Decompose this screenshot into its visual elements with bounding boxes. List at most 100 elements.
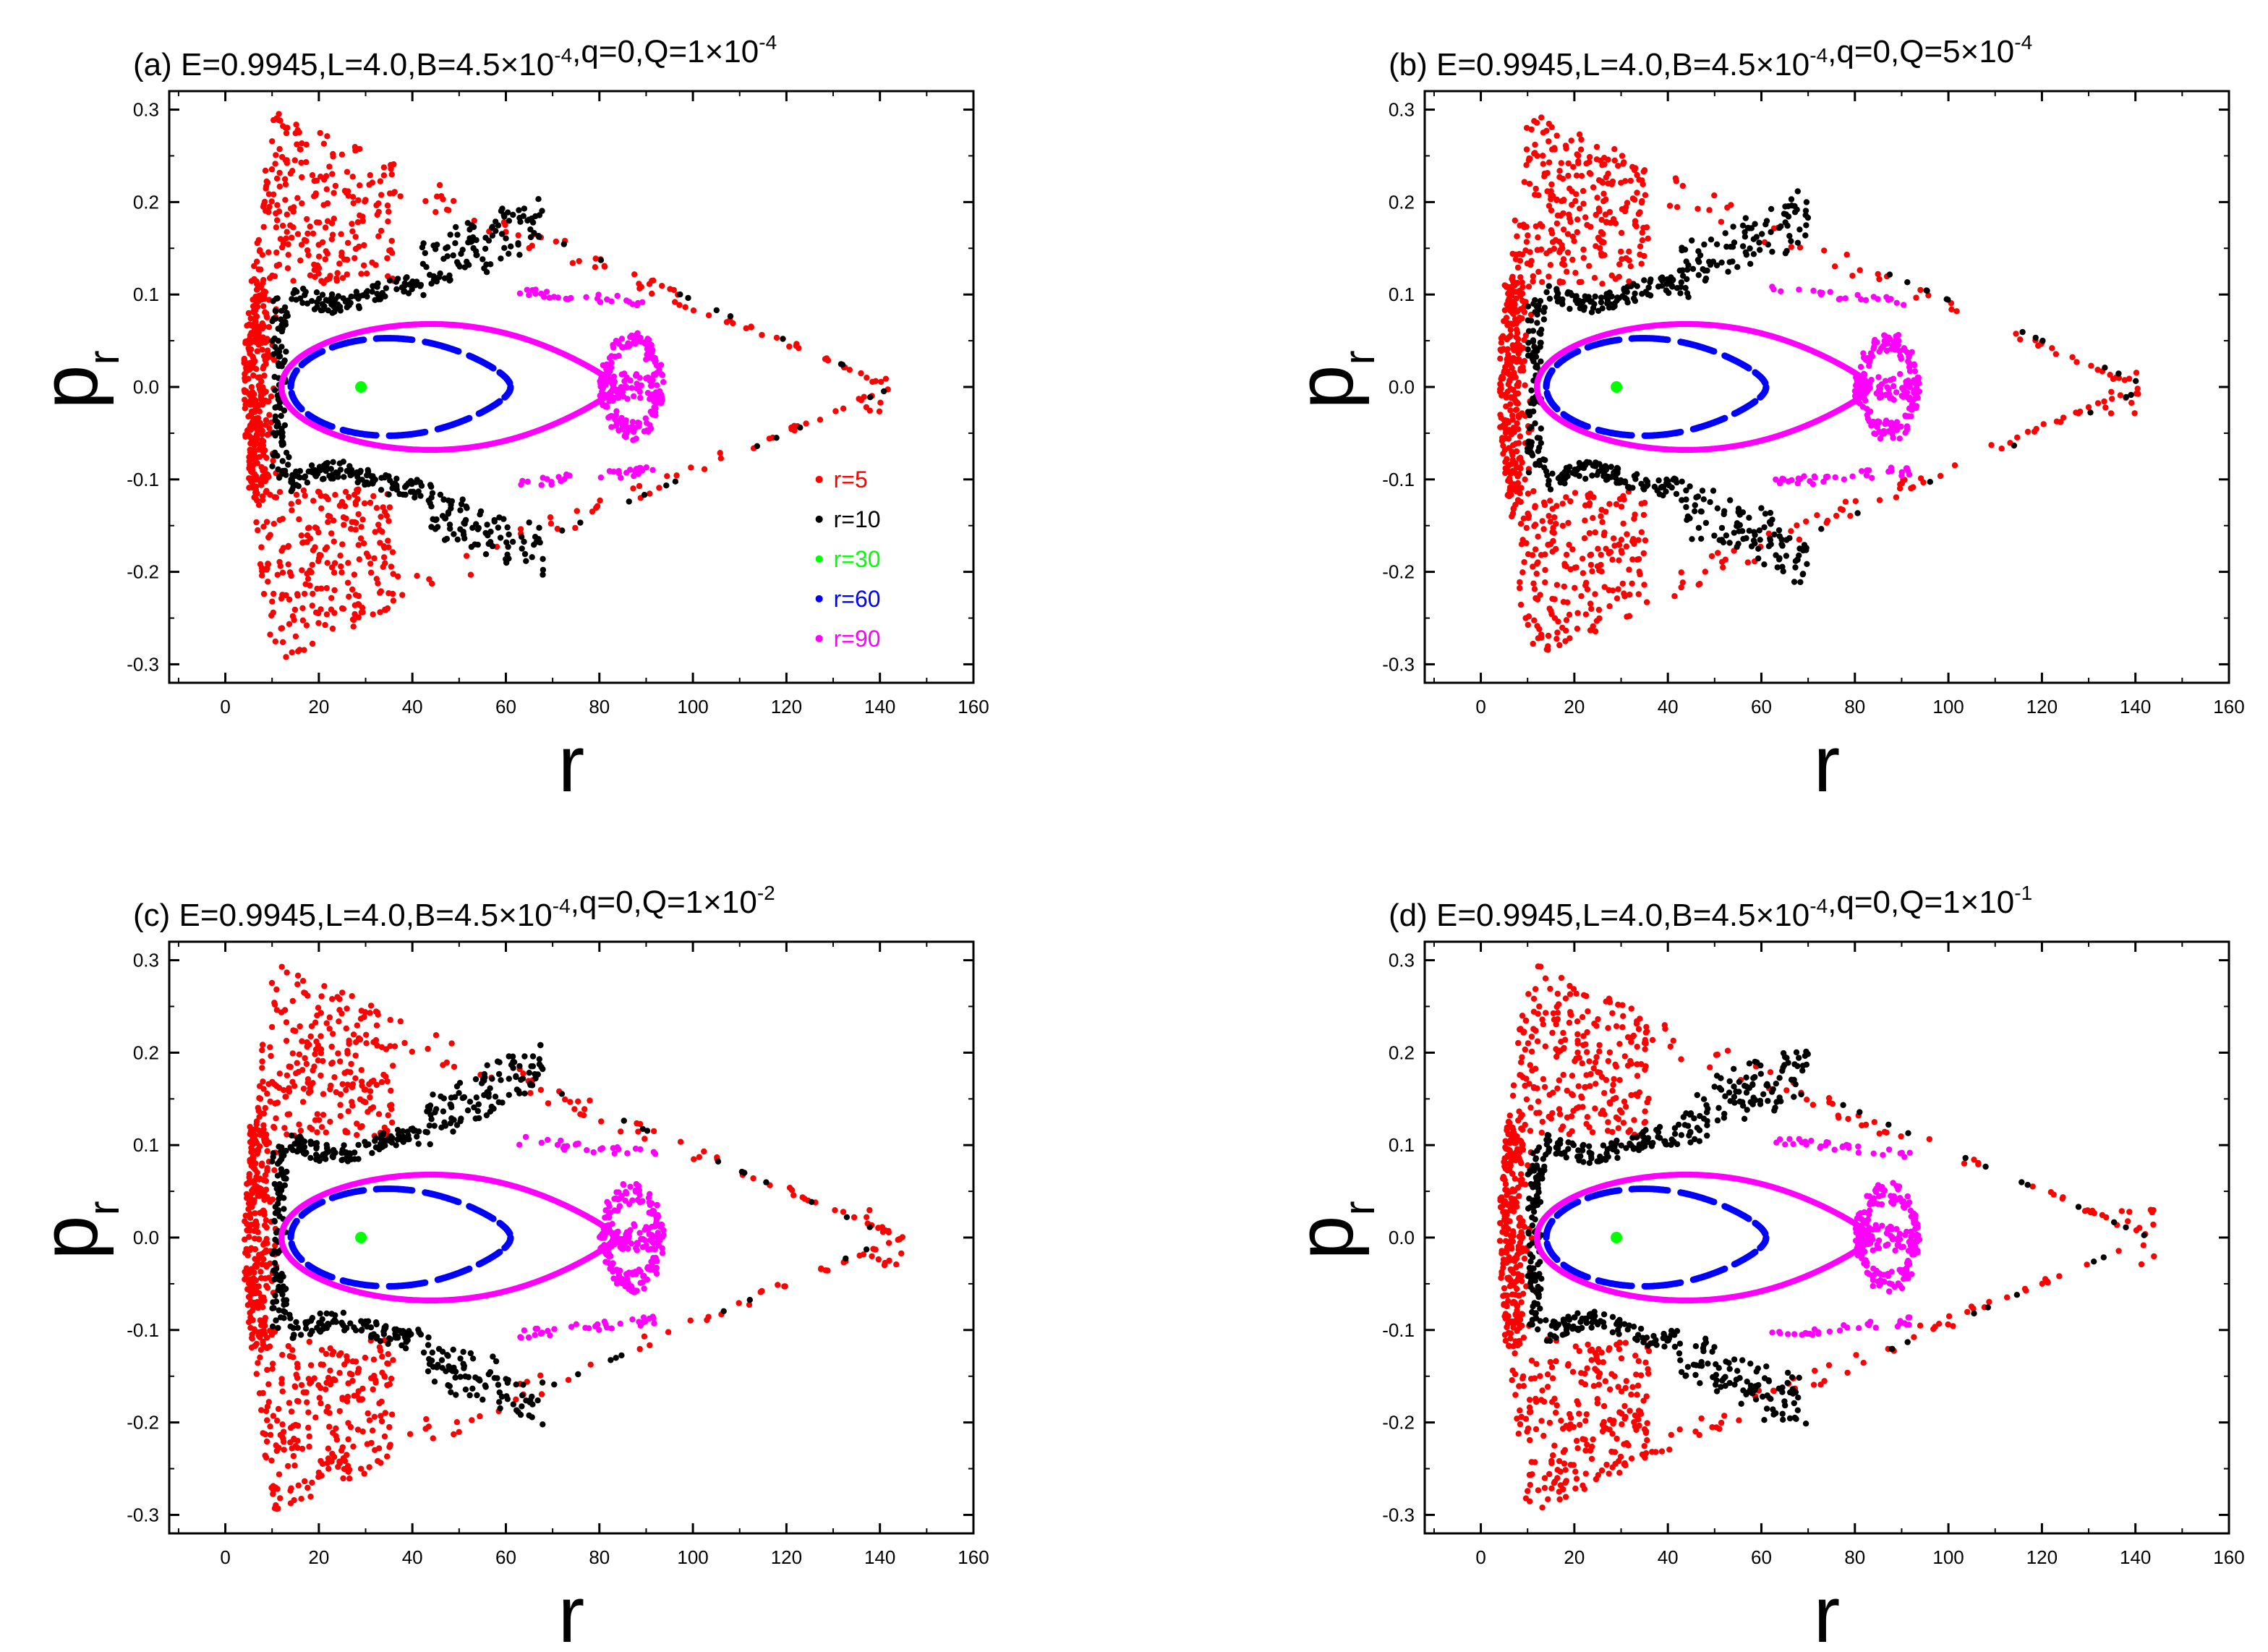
point-r5 (349, 616, 357, 623)
point-r5 (2088, 362, 2094, 369)
x-tick-label: 100 (677, 696, 708, 718)
point-r10 (498, 231, 506, 237)
point-r5 (298, 159, 304, 166)
point-r5 (1666, 203, 1674, 209)
point-r5 (278, 625, 286, 631)
point-r5 (349, 221, 355, 227)
point-r5 (2109, 396, 2115, 402)
point-r5 (328, 606, 335, 613)
point-r5 (1575, 152, 1582, 159)
point-r5 (378, 227, 385, 234)
point-r5 (1629, 163, 1636, 170)
point-r90 (631, 428, 637, 435)
point-r10 (754, 443, 761, 449)
point-r5 (1823, 519, 1830, 526)
point-r5 (315, 610, 322, 617)
point-r5 (247, 315, 254, 322)
point-r10 (372, 283, 378, 289)
point-r10 (1565, 289, 1572, 296)
point-r5 (436, 182, 443, 189)
point-r90 (652, 371, 659, 378)
point-r10 (1546, 295, 1553, 302)
point-r5 (817, 417, 824, 423)
point-r90 (555, 294, 561, 301)
point-r10 (1608, 293, 1615, 300)
point-r5 (361, 500, 368, 507)
point-r5 (260, 524, 267, 530)
point-r5 (315, 620, 322, 626)
point-r5 (282, 124, 289, 131)
point-r5 (254, 490, 260, 497)
point-r90 (615, 427, 622, 434)
point-r10 (1734, 264, 1741, 271)
point-r5 (242, 405, 248, 412)
point-r5 (1595, 205, 1602, 212)
point-r10 (1589, 472, 1595, 479)
point-r10 (498, 208, 505, 214)
y-tick-label: 0.3 (1389, 99, 1415, 121)
point-r10 (1606, 305, 1613, 311)
point-r5 (1634, 190, 1640, 196)
y-tick-label: -0.1 (1382, 469, 1415, 490)
point-r5 (1519, 364, 1526, 370)
point-r5 (1532, 546, 1539, 553)
point-r10 (1658, 275, 1664, 282)
point-r5 (667, 286, 673, 292)
point-r5 (242, 433, 249, 440)
point-r60 (1710, 348, 1718, 355)
point-r10 (412, 494, 418, 501)
point-r5 (631, 271, 638, 278)
point-r5 (263, 388, 269, 395)
point-r5 (263, 417, 270, 423)
point-r10 (269, 338, 276, 344)
point-r10 (407, 488, 414, 495)
point-r5 (253, 366, 260, 372)
point-r5 (1580, 200, 1587, 207)
point-r5 (1697, 581, 1703, 587)
point-r10 (1663, 287, 1670, 294)
point-r10 (1689, 237, 1695, 244)
point-r10 (535, 196, 542, 203)
point-r5 (250, 475, 257, 482)
point-r10 (626, 498, 632, 505)
point-r10 (1527, 443, 1534, 450)
point-r10 (1723, 532, 1730, 539)
point-r10 (1525, 469, 1532, 476)
point-r10 (1538, 326, 1545, 333)
point-r90 (608, 424, 615, 430)
point-r5 (1523, 239, 1530, 245)
point-r10 (531, 230, 537, 237)
point-r5 (1506, 295, 1512, 302)
point-r5 (1998, 446, 2005, 452)
point-r90 (526, 291, 532, 299)
point-r5 (1599, 519, 1606, 525)
point-r10 (1603, 291, 1610, 297)
point-r5 (2040, 421, 2047, 427)
point-r5 (323, 611, 331, 618)
point-r5 (1765, 530, 1772, 537)
point-r5 (380, 554, 388, 561)
point-r60 (1689, 425, 1697, 433)
point-r5 (1587, 223, 1594, 230)
point-r5 (247, 391, 253, 399)
point-r10 (435, 274, 443, 281)
point-r10 (1530, 339, 1537, 345)
point-r5 (1526, 181, 1533, 187)
point-r5 (1523, 540, 1530, 547)
point-r5 (1558, 160, 1564, 166)
point-r5 (247, 346, 255, 353)
point-r5 (1525, 490, 1532, 497)
point-r5 (351, 255, 358, 262)
point-r5 (1545, 632, 1552, 639)
point-r10 (516, 215, 523, 221)
point-r5 (1556, 249, 1563, 255)
point-r5 (882, 375, 890, 382)
point-r10 (1789, 203, 1795, 209)
point-r5 (291, 204, 297, 210)
point-r10 (347, 472, 354, 479)
point-r10 (462, 516, 469, 524)
point-r10 (269, 463, 276, 469)
point-r5 (354, 219, 362, 226)
point-r90 (278, 384, 285, 391)
point-r5 (1532, 185, 1539, 192)
